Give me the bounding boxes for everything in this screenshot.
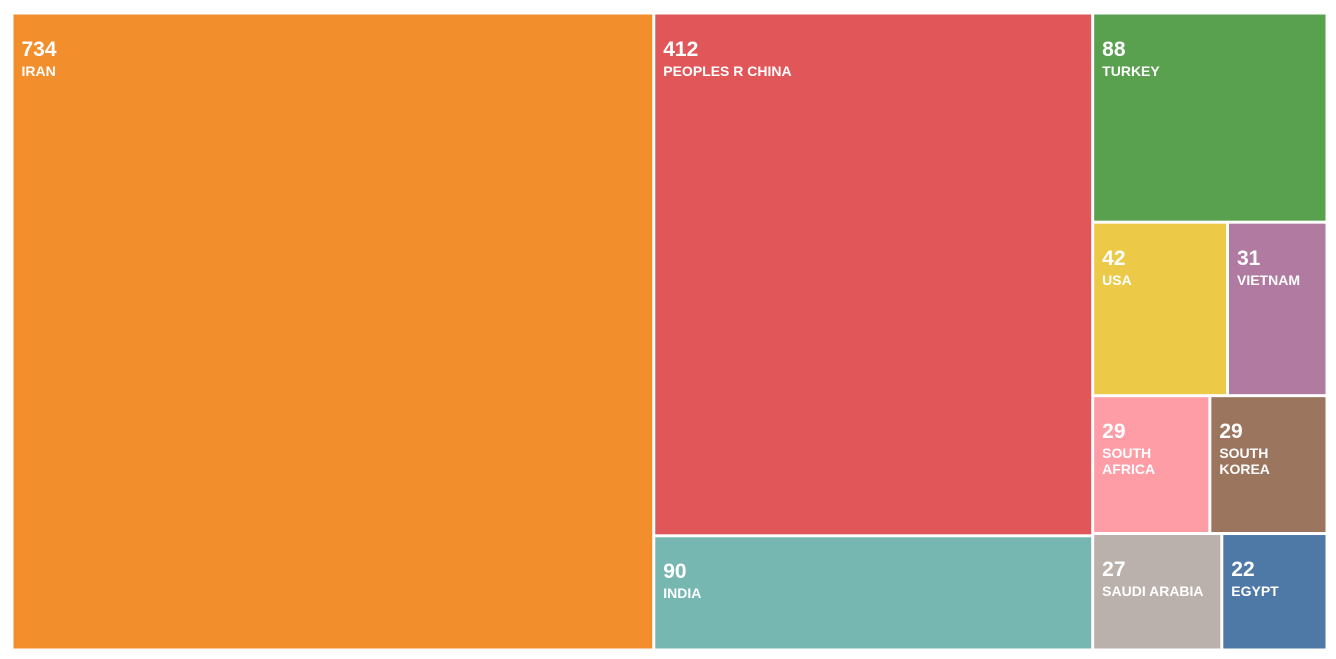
value-label: 88 <box>1102 37 1126 61</box>
treemap-cell <box>1228 223 1326 395</box>
value-label: 31 <box>1236 246 1261 270</box>
category-label: SAUDI ARABIA <box>1102 583 1204 600</box>
treemap-cell <box>1094 223 1226 395</box>
cell-label: 734 IRAN <box>22 37 645 79</box>
cell-label: 31 VIETNAM <box>1237 246 1318 288</box>
treemap-cell <box>1094 535 1221 649</box>
category-label: PEOPLES R CHINA <box>663 62 792 79</box>
cell-label: 27 SAUDI ARABIA <box>1102 557 1212 599</box>
cell-label: 412 PEOPLES R CHINA <box>663 37 1083 79</box>
treemap-cell <box>1094 14 1326 221</box>
category-label: SOUTH KOREA <box>1219 445 1270 478</box>
value-label: 42 <box>1102 246 1126 270</box>
cell-label: 29 SOUTH KOREA <box>1219 419 1317 477</box>
category-label: SOUTH AFRICA <box>1102 445 1156 478</box>
cell-label: 90 INDIA <box>663 559 1083 601</box>
category-label: TURKEY <box>1102 62 1160 79</box>
category-label: IRAN <box>21 62 56 79</box>
category-label: VIETNAM <box>1236 271 1300 288</box>
value-label: 412 <box>663 37 699 61</box>
value-label: 22 <box>1231 558 1255 582</box>
category-label: INDIA <box>663 585 702 602</box>
treemap-cell <box>1211 397 1326 533</box>
treemap-cell <box>13 14 653 649</box>
cell-label: 29 SOUTH AFRICA <box>1102 419 1200 477</box>
category-label: USA <box>1102 271 1132 288</box>
cell-label: 22 EGYPT <box>1231 557 1317 599</box>
category-label: EGYPT <box>1231 583 1279 600</box>
value-label: 29 <box>1102 420 1126 444</box>
treemap-cell <box>655 14 1092 535</box>
value-label: 734 <box>21 37 57 61</box>
value-label: 27 <box>1102 558 1126 582</box>
treemap-cell <box>1094 397 1209 533</box>
cell-label: 42 USA <box>1102 246 1218 288</box>
value-label: 29 <box>1219 420 1243 444</box>
value-label: 90 <box>663 560 687 584</box>
cell-label: 88 TURKEY <box>1102 37 1317 79</box>
treemap-cell <box>655 537 1092 649</box>
treemap-cell <box>1223 535 1326 649</box>
